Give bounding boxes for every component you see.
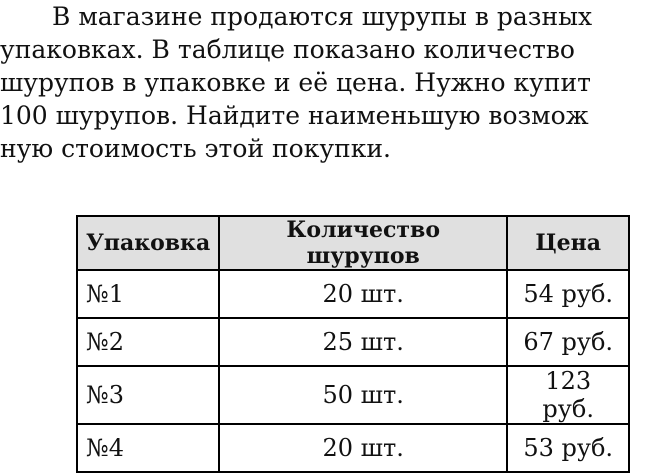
table-row: №3 50 шт. 123 руб.: [75, 365, 631, 425]
text-line: ную стоимость этой покупки.: [0, 134, 391, 163]
cell-package: №1: [75, 269, 221, 319]
table-header-row: Упаковка Количество шурупов Цена: [75, 215, 631, 271]
table-row: №1 20 шт. 54 руб.: [75, 269, 631, 319]
table-row: №4 20 шт. 53 руб.: [75, 423, 631, 473]
table-row: №2 25 шт. 67 руб.: [75, 317, 631, 367]
header-package: Упаковка: [75, 215, 221, 271]
problem-text: В магазине продаются шурупы в разных упа…: [0, 0, 662, 165]
cell-quantity: 50 шт.: [218, 365, 509, 425]
text-line: В магазине продаются шурупы в разных: [52, 2, 593, 31]
cell-quantity: 25 шт.: [218, 317, 509, 367]
packages-table: Упаковка Количество шурупов Цена №1 20 ш…: [75, 215, 631, 473]
cell-price: 54 руб.: [506, 269, 631, 319]
text-line: 100 шурупов. Найдите наименьшую возмож: [0, 101, 589, 130]
cell-package: №4: [75, 423, 221, 473]
cell-price: 123 руб.: [506, 365, 631, 425]
cell-price: 67 руб.: [506, 317, 631, 367]
cell-price: 53 руб.: [506, 423, 631, 473]
header-price: Цена: [506, 215, 631, 271]
text-line: шурупов в упаковке и её цена. Нужно купи…: [0, 68, 591, 97]
cell-quantity: 20 шт.: [218, 423, 509, 473]
cell-quantity: 20 шт.: [218, 269, 509, 319]
cell-package: №3: [75, 365, 221, 425]
cell-package: №2: [75, 317, 221, 367]
header-quantity: Количество шурупов: [218, 215, 509, 271]
text-line: упаковках. В таблице показано количество: [0, 35, 575, 64]
